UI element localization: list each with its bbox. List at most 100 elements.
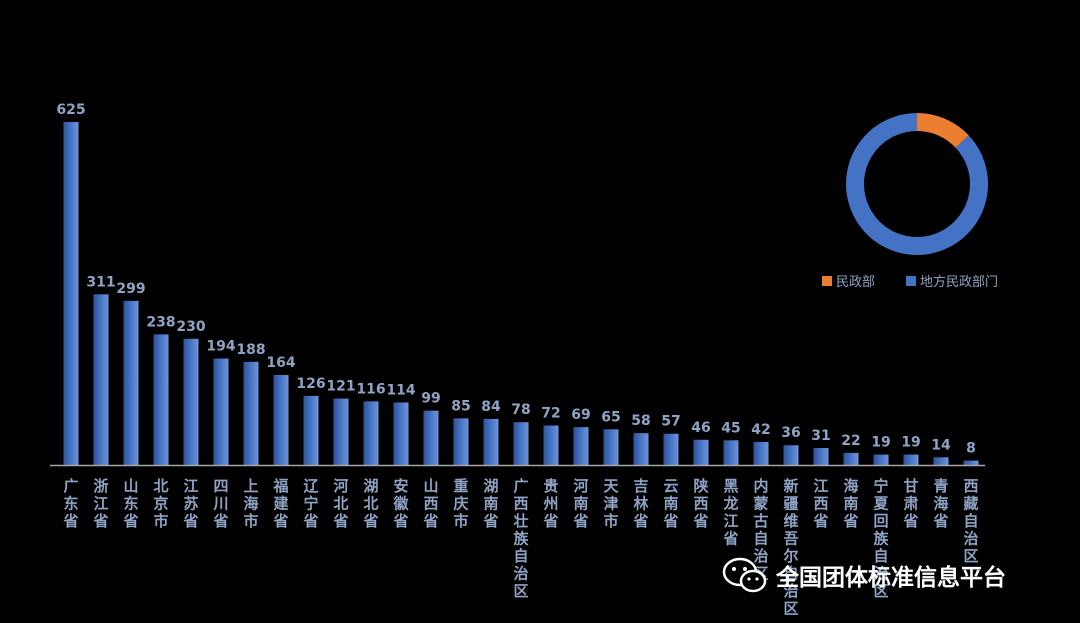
value-label: 31 xyxy=(811,428,830,444)
category-label: 天津市 xyxy=(603,477,619,530)
bar xyxy=(63,122,79,465)
category-label: 广东省 xyxy=(62,477,78,530)
value-label: 238 xyxy=(146,314,175,330)
category-label: 吉林省 xyxy=(632,477,649,530)
value-label: 14 xyxy=(931,437,951,453)
bar xyxy=(633,433,649,465)
value-label: 19 xyxy=(871,435,890,451)
category-label: 山西省 xyxy=(422,477,438,530)
category-label: 上海市 xyxy=(243,477,258,530)
category-label: 福建省 xyxy=(272,477,289,530)
value-label: 69 xyxy=(571,407,590,423)
bar xyxy=(603,429,619,465)
bar xyxy=(723,440,739,465)
value-label: 299 xyxy=(116,281,145,297)
bar-series xyxy=(63,122,979,465)
bar xyxy=(543,425,559,465)
bar xyxy=(783,445,799,465)
value-label: 114 xyxy=(386,382,415,398)
category-label: 宁夏回族自治区 xyxy=(872,477,889,600)
value-label: 164 xyxy=(266,355,295,371)
bar xyxy=(273,374,289,465)
bar xyxy=(123,300,139,465)
category-label: 辽宁省 xyxy=(302,477,318,530)
bar xyxy=(423,410,439,465)
value-label: 36 xyxy=(781,425,800,441)
value-label: 8 xyxy=(966,441,976,457)
category-label: 浙江省 xyxy=(92,477,108,530)
category-label: 青海省 xyxy=(932,477,948,530)
bar xyxy=(153,334,169,465)
legend-swatch xyxy=(906,276,916,286)
category-label: 内蒙古自治区 xyxy=(753,477,768,583)
bar xyxy=(393,402,409,465)
value-label: 84 xyxy=(481,399,501,415)
category-label: 安徽省 xyxy=(392,477,409,530)
value-label: 121 xyxy=(326,379,355,395)
bar xyxy=(333,398,349,465)
bar xyxy=(513,422,529,465)
category-label: 江西省 xyxy=(812,477,828,530)
value-label: 42 xyxy=(751,422,770,438)
bar xyxy=(93,294,109,465)
value-label: 99 xyxy=(421,391,440,407)
value-label: 230 xyxy=(176,319,205,335)
category-label: 湖北省 xyxy=(362,477,378,530)
category-label: 贵州省 xyxy=(542,477,558,530)
value-label: 45 xyxy=(721,420,740,436)
watermark: 全国团体标准信息平台 xyxy=(722,556,1006,594)
category-label: 重庆市 xyxy=(453,477,468,530)
category-label: 西藏自治区 xyxy=(963,477,978,565)
category-label: 陕西省 xyxy=(692,477,708,530)
value-label: 78 xyxy=(511,402,530,418)
category-label: 广西壮族自治区 xyxy=(513,477,529,600)
donut-slice xyxy=(916,113,969,149)
category-label: 山东省 xyxy=(122,477,138,530)
category-labels: 广东省浙江省山东省北京市江苏省四川省上海市福建省辽宁省河北省湖北省安徽省山西省重… xyxy=(62,477,978,618)
category-label: 江苏省 xyxy=(182,477,198,530)
value-label: 126 xyxy=(296,376,325,392)
bar xyxy=(243,361,259,465)
category-label: 湖南省 xyxy=(482,477,498,530)
watermark-text: 全国团体标准信息平台 xyxy=(776,565,1006,591)
value-label: 58 xyxy=(631,413,650,429)
category-label: 黑龙江省 xyxy=(722,477,738,548)
category-label: 北京市 xyxy=(153,477,168,530)
value-label: 19 xyxy=(901,435,920,451)
category-label: 河北省 xyxy=(332,477,348,530)
bar xyxy=(813,447,829,465)
value-label: 194 xyxy=(206,339,235,355)
bar xyxy=(453,418,469,465)
value-label: 85 xyxy=(451,398,470,414)
bar xyxy=(903,454,919,465)
legend-label: 民政部 xyxy=(836,275,875,290)
category-label: 甘肃省 xyxy=(902,477,918,530)
bar xyxy=(753,441,769,465)
wechat-icon xyxy=(722,557,767,593)
bar xyxy=(363,401,379,465)
bar xyxy=(573,427,589,465)
value-label: 72 xyxy=(541,405,560,421)
donut-chart xyxy=(846,113,988,255)
category-label: 新疆维吾尔自治区 xyxy=(783,477,798,618)
donut-legend: 民政部 地方民政部门 xyxy=(822,274,998,290)
value-label: 22 xyxy=(841,433,860,449)
category-label: 云南省 xyxy=(662,477,678,530)
value-label: 625 xyxy=(56,102,85,118)
category-label: 四川省 xyxy=(212,477,228,530)
bar xyxy=(933,457,949,465)
legend-swatch xyxy=(822,276,832,286)
legend-label: 地方民政部门 xyxy=(920,274,998,290)
bar xyxy=(963,460,979,465)
bar xyxy=(483,418,499,465)
bar xyxy=(663,433,679,465)
bar xyxy=(873,454,889,465)
donut-slice xyxy=(846,113,988,255)
value-label: 65 xyxy=(601,409,620,425)
bar xyxy=(183,338,199,465)
bar xyxy=(303,395,319,465)
bar xyxy=(693,439,709,465)
value-label: 311 xyxy=(86,274,115,290)
